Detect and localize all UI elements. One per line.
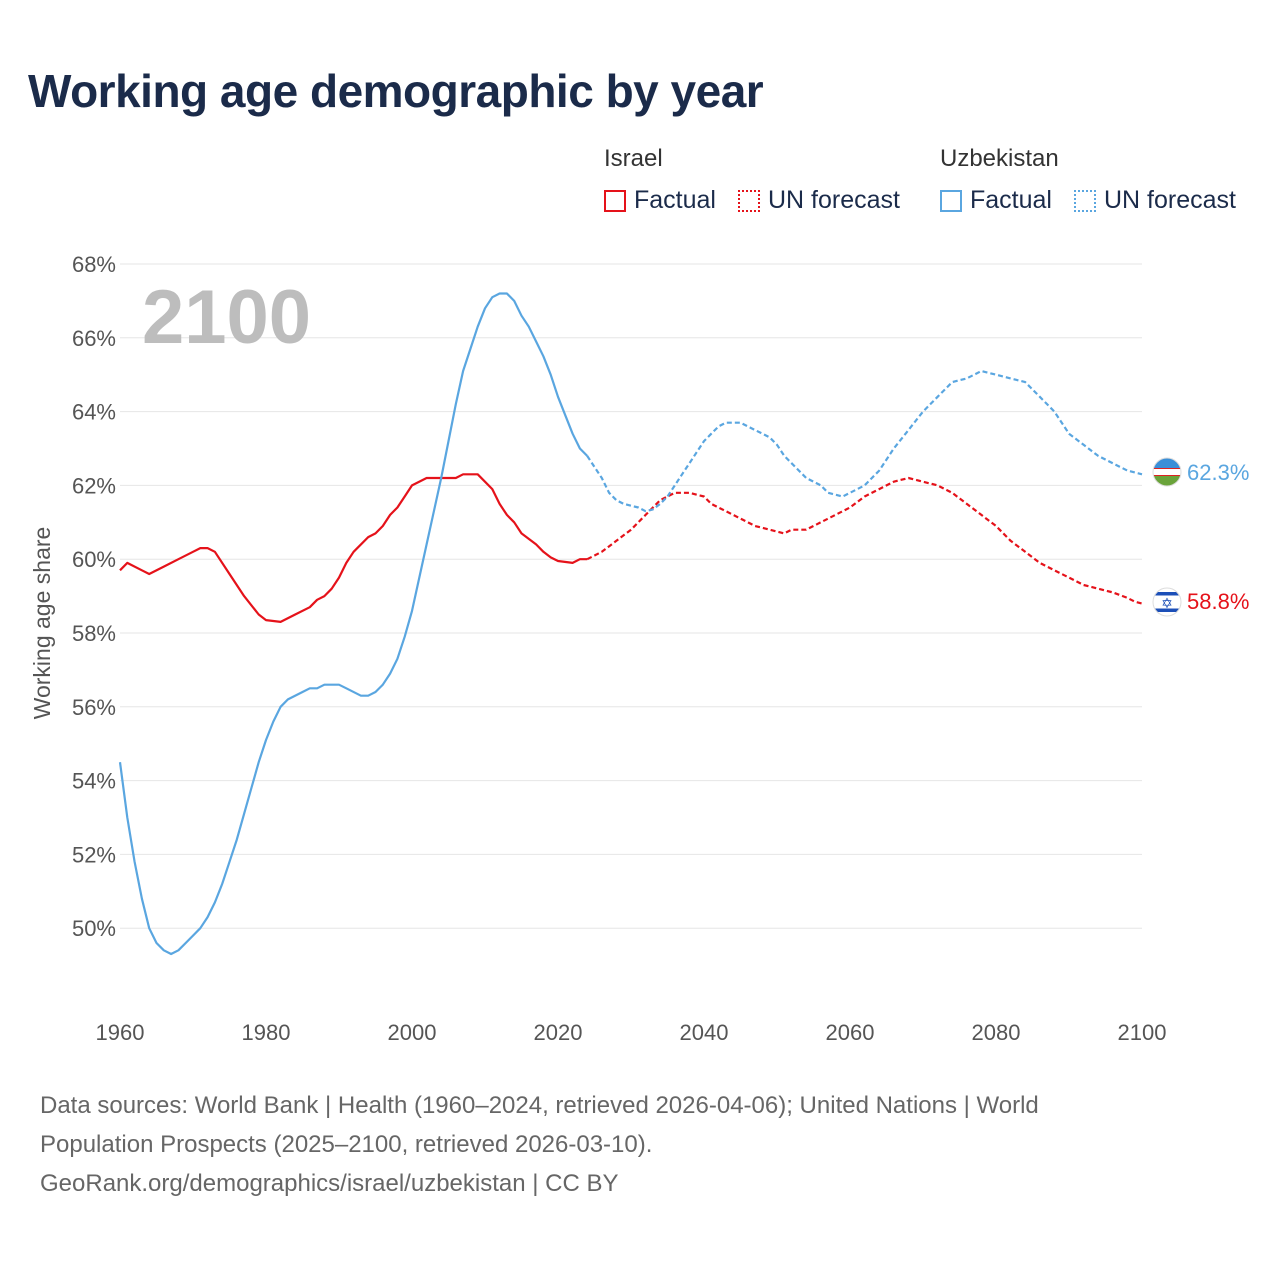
footer-sources-line1: Data sources: World Bank | Health (1960–… — [40, 1092, 1039, 1119]
uzbekistan-factual-line[interactable] — [118, 292, 588, 956]
uzbekistan-forecast-line[interactable] — [586, 369, 1143, 513]
y-tick-label: 64% — [72, 400, 116, 425]
y-tick-label: 52% — [72, 842, 116, 867]
y-tick-label: 54% — [72, 769, 116, 794]
legend-uzbekistan-forecast[interactable]: UN forecast — [1074, 186, 1236, 215]
legend-swatch-solid-red — [604, 189, 626, 212]
y-tick-label: 66% — [72, 326, 116, 351]
chart-title: Working age demographic by year — [28, 65, 764, 117]
y-tick-label: 60% — [72, 547, 116, 572]
legend-israel-forecast[interactable]: UN forecast — [738, 186, 900, 215]
x-tick-label: 2100 — [1118, 1020, 1167, 1045]
y-tick-label: 50% — [72, 916, 116, 941]
x-tick-label: 1960 — [96, 1020, 145, 1045]
x-tick-label: 2080 — [972, 1020, 1021, 1045]
x-tick-label: 2060 — [826, 1020, 875, 1045]
legend-swatch-solid-blue — [940, 189, 962, 212]
uzbekistan-flag-icon — [1152, 457, 1182, 487]
footer: Data sources: World Bank | Health (1960–… — [40, 1086, 1220, 1203]
chart-plot: 50% 52% 54% 56% 58% 60% 62% 64% 66% 68% 1960 1980 2… — [29, 252, 1249, 1045]
y-tick-label: 58% — [72, 621, 116, 646]
israel-end-label: 58.8% — [1187, 589, 1249, 614]
legend-label: Factual — [634, 186, 716, 214]
israel-factual-line[interactable] — [119, 473, 588, 623]
y-tick-label: 68% — [72, 252, 116, 277]
x-tick-label: 2020 — [534, 1020, 583, 1045]
legend-label: Factual — [970, 186, 1052, 214]
legend-label: UN forecast — [1104, 186, 1236, 214]
footer-sources-line2: Population Prospects (2025–2100, retriev… — [40, 1131, 653, 1158]
x-tick-label: 2000 — [388, 1020, 437, 1045]
legend-swatch-dotted-red — [738, 189, 760, 212]
legend-label: UN forecast — [768, 186, 900, 214]
legend-israel-factual[interactable]: Factual — [604, 186, 716, 215]
star-of-david-icon: ✡ — [1161, 596, 1173, 612]
y-tick-label: 62% — [72, 473, 116, 498]
legend-group-uzbekistan: Uzbekistan — [940, 145, 1059, 172]
uzbekistan-end-label: 62.3% — [1187, 460, 1249, 485]
y-tick-label: 56% — [72, 695, 116, 720]
x-tick-label: 2040 — [680, 1020, 729, 1045]
footer-attribution[interactable]: GeoRank.org/demographics/israel/uzbekist… — [40, 1170, 619, 1197]
legend-uzbekistan-factual[interactable]: Factual — [940, 186, 1052, 215]
y-axis-label: Working age share — [29, 527, 55, 720]
year-indicator: 2100 — [142, 275, 311, 360]
israel-flag-icon — [1152, 587, 1182, 617]
israel-forecast-line[interactable] — [586, 476, 1143, 605]
x-tick-label: 1980 — [242, 1020, 291, 1045]
legend-group-israel: Israel — [604, 145, 663, 172]
legend-swatch-dotted-blue — [1074, 189, 1096, 212]
